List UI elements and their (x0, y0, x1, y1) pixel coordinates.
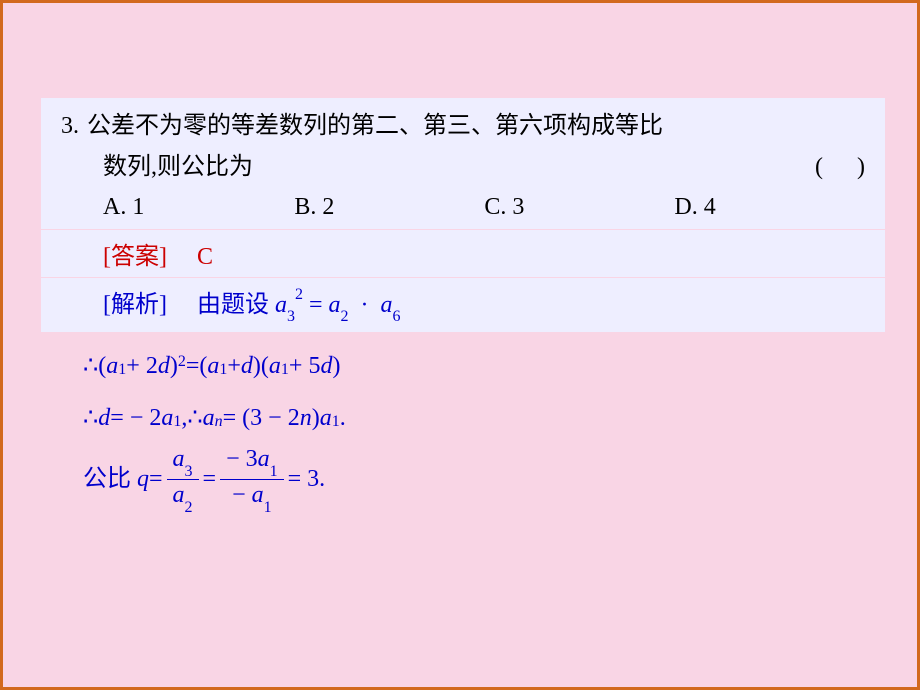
answer-label: [答案] (103, 244, 167, 270)
option-d: D. 4 (674, 194, 715, 221)
fraction-2: − 3a1 − a1 (220, 446, 284, 512)
work-line-3: 公比 q = a3 a2 = − 3a1 − a1 = 3. (83, 446, 885, 512)
question-text: 3. 公差不为零的等差数列的第二、第三、第六项构成等比 数列,则公比为 ( ) (41, 106, 885, 188)
fraction-1: a3 a2 (167, 446, 199, 512)
question-line-2: 数列,则公比为 ( ) (61, 147, 865, 188)
question-line-1: 3. 公差不为零的等差数列的第二、第三、第六项构成等比 (61, 106, 865, 147)
question-body-2: 数列,则公比为 (103, 147, 253, 188)
question-number: 3. (61, 106, 79, 147)
answer-paren: ( ) (815, 147, 865, 188)
analysis-block: [解析] 由题设 a32 = a2 · a6 (41, 278, 885, 333)
question-body-1: 公差不为零的等差数列的第二、第三、第六项构成等比 (87, 106, 663, 147)
option-b: B. 2 (294, 194, 334, 221)
answer-block: [答案] C (41, 230, 885, 277)
content-area: 3. 公差不为零的等差数列的第二、第三、第六项构成等比 数列,则公比为 ( ) … (41, 98, 885, 526)
analysis-label: [解析] (103, 292, 167, 318)
work-line-1: ∴ ( a1 + 2d )2 = ( a1 + d ) ( a1 + 5d ) (83, 342, 885, 390)
options-row: A. 1 B. 2 C. 3 D. 4 (41, 188, 885, 221)
question-block: 3. 公差不为零的等差数列的第二、第三、第六项构成等比 数列,则公比为 ( ) … (41, 98, 885, 229)
work-line-2: ∴ d = − 2 a1 , ∴ an = (3 − 2n) a1 . (83, 394, 885, 442)
analysis-text: 由题设 a32 = a2 · a6 (197, 292, 401, 318)
option-a: A. 1 (103, 194, 144, 221)
math-work: ∴ ( a1 + 2d )2 = ( a1 + d ) ( a1 + 5d ) … (41, 332, 885, 526)
answer-value: C (197, 244, 213, 270)
option-c: C. 3 (484, 194, 524, 221)
